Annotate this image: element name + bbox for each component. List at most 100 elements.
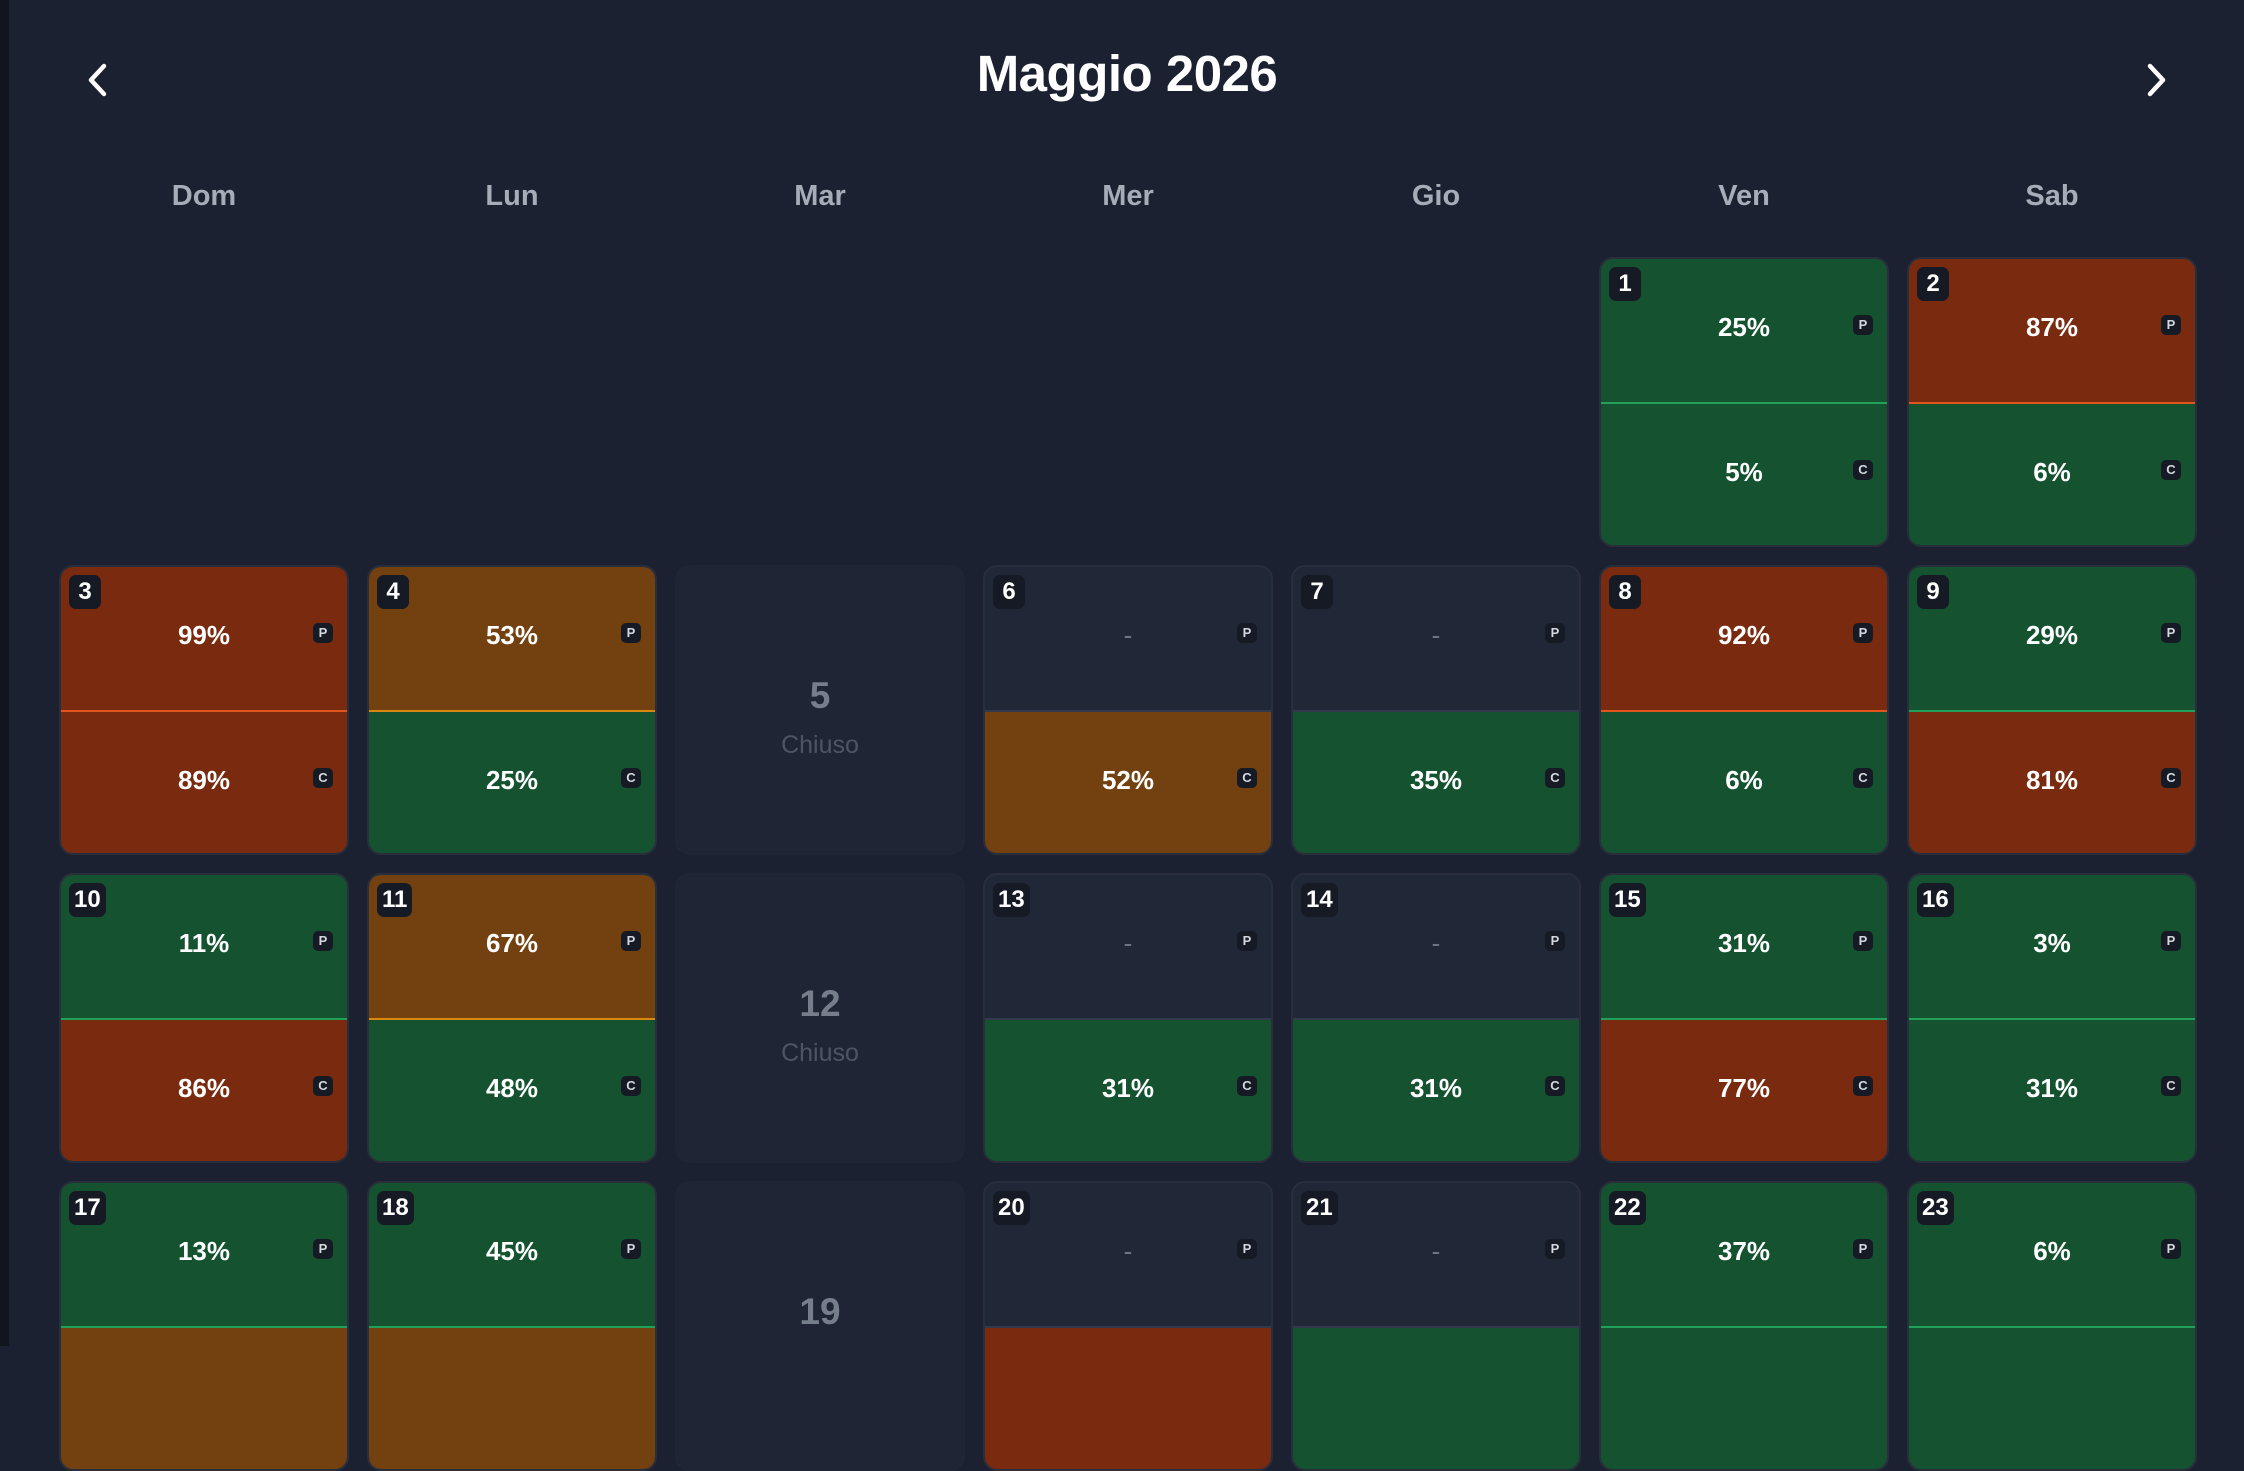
c-badge: C — [1853, 1075, 1873, 1096]
day-cell-15[interactable]: 31% P 77% C 15 — [1599, 873, 1889, 1163]
p-badge: P — [1545, 622, 1565, 643]
p-section: 87% P — [1909, 259, 2195, 402]
p-badge: P — [621, 622, 641, 643]
c-badge: C — [621, 1075, 641, 1096]
p-badge: P — [1237, 622, 1257, 643]
p-badge: P — [1853, 1238, 1873, 1259]
p-badge: P — [621, 930, 641, 951]
p-value: - — [1123, 928, 1133, 958]
day-cell-17[interactable]: 13% P 17 — [59, 1181, 349, 1471]
day-number-badge: 9 — [1917, 575, 1949, 609]
p-badge: P — [313, 1238, 333, 1259]
c-section: 25% C — [369, 710, 655, 853]
p-value: - — [1431, 1236, 1441, 1266]
p-value: 29% — [2025, 620, 2079, 650]
day-cell-13[interactable]: - P 31% C 13 — [983, 873, 1273, 1163]
p-value: 25% — [1717, 312, 1771, 342]
c-value: 77% — [1717, 1073, 1771, 1103]
day-cell-8[interactable]: 92% P 6% C 8 — [1599, 565, 1889, 855]
day-cell-2[interactable]: 87% P 6% C 2 — [1907, 257, 2197, 547]
p-section: -P — [1293, 875, 1579, 1018]
p-section: 45% P — [369, 1183, 655, 1326]
day-cell-10[interactable]: 11% P 86% C 10 — [59, 873, 349, 1163]
day-number-badge: 10 — [69, 883, 106, 917]
previous-month-button[interactable] — [68, 50, 128, 110]
day-number-badge: 23 — [1917, 1191, 1954, 1225]
p-badge: P — [2161, 622, 2181, 643]
c-section: 31% C — [1909, 1018, 2195, 1161]
day-cell-9[interactable]: 29% P 81% C 9 — [1907, 565, 2197, 855]
c-section: 52% C — [985, 710, 1271, 853]
c-section: 48% C — [369, 1018, 655, 1161]
day-number-badge: 15 — [1609, 883, 1646, 917]
day-cell-20[interactable]: - P 20 — [983, 1181, 1273, 1471]
p-section: 29% P — [1909, 567, 2195, 710]
day-number-badge: 17 — [69, 1191, 106, 1225]
c-section: 89% C — [61, 710, 347, 853]
day-number-badge: 16 — [1917, 883, 1954, 917]
p-section: -P — [985, 567, 1271, 710]
day-number-badge: 7 — [1301, 575, 1333, 609]
chevron-right-icon — [2147, 63, 2166, 97]
c-badge: C — [1237, 767, 1257, 788]
p-value: 53% — [485, 620, 539, 650]
c-section: 81% C — [1909, 710, 2195, 853]
c-value: 81% — [2025, 765, 2079, 795]
day-cell-1[interactable]: 25% P 5% C 1 — [1599, 257, 1889, 547]
p-section: -P — [985, 1183, 1271, 1326]
p-badge: P — [2161, 930, 2181, 951]
p-value: 11% — [178, 928, 230, 958]
calendar-grid: 25% P 5% C 1 87% P 6% C 2 99% P 89% C 3 53% P 25% C 4 5 Chius… — [59, 257, 2197, 1471]
day-cell-5[interactable]: 5 Chiuso — [675, 565, 965, 855]
closed-day-number: 19 — [799, 1291, 841, 1332]
p-section: 3% P — [1909, 875, 2195, 1018]
p-value: 31% — [1717, 928, 1771, 958]
c-value: 31% — [1101, 1073, 1155, 1103]
p-section: 53% P — [369, 567, 655, 710]
p-value: 37% — [1717, 1236, 1771, 1266]
day-cell-11[interactable]: 67% P 48% C 11 — [367, 873, 657, 1163]
p-value: 67% — [485, 928, 539, 958]
day-cell-22[interactable]: 37% P 22 — [1599, 1181, 1889, 1471]
p-value: - — [1431, 928, 1441, 958]
day-number-badge: 8 — [1609, 575, 1641, 609]
day-cell-23[interactable]: 6% P 23 — [1907, 1181, 2197, 1471]
p-section: 99% P — [61, 567, 347, 710]
day-number-badge: 3 — [69, 575, 101, 609]
p-section: 67% P — [369, 875, 655, 1018]
day-cell-21[interactable]: - P 21 — [1291, 1181, 1581, 1471]
c-section: 86% C — [61, 1018, 347, 1161]
p-value: - — [1123, 620, 1133, 650]
day-cell-6[interactable]: - P 52% C 6 — [983, 565, 1273, 855]
day-cell-19[interactable]: 19 — [675, 1181, 965, 1471]
p-section: 25% P — [1601, 259, 1887, 402]
c-badge: C — [1237, 1075, 1257, 1096]
c-badge: C — [313, 767, 333, 788]
day-cell-14[interactable]: - P 31% C 14 — [1291, 873, 1581, 1163]
c-section: 6% C — [1601, 710, 1887, 853]
day-cell-16[interactable]: 3% P 31% C 16 — [1907, 873, 2197, 1163]
c-section: 31% C — [1293, 1018, 1579, 1161]
c-value: 35% — [1409, 765, 1463, 795]
p-badge: P — [1853, 622, 1873, 643]
day-cell-7[interactable]: - P 35% C 7 — [1291, 565, 1581, 855]
p-value: 13% — [177, 1236, 231, 1266]
c-section — [1909, 1326, 2195, 1469]
p-value: 6% — [2033, 1236, 2071, 1266]
day-cell-4[interactable]: 53% P 25% C 4 — [367, 565, 657, 855]
next-month-button[interactable] — [2126, 50, 2186, 110]
day-number-badge: 11 — [377, 883, 413, 917]
c-value: 89% — [177, 765, 231, 795]
c-section — [985, 1326, 1271, 1469]
day-cell-18[interactable]: 45% P 18 — [367, 1181, 657, 1471]
p-section: 11% P — [61, 875, 347, 1018]
c-badge: C — [1853, 767, 1873, 788]
p-value: - — [1123, 1236, 1133, 1266]
p-section: 37% P — [1601, 1183, 1887, 1326]
day-cell-3[interactable]: 99% P 89% C 3 — [59, 565, 349, 855]
month-title: Maggio 2026 — [976, 45, 1278, 102]
p-badge: P — [1545, 930, 1565, 951]
p-badge: P — [1545, 1238, 1565, 1259]
day-cell-12[interactable]: 12 Chiuso — [675, 873, 965, 1163]
day-number-badge: 22 — [1609, 1191, 1646, 1225]
